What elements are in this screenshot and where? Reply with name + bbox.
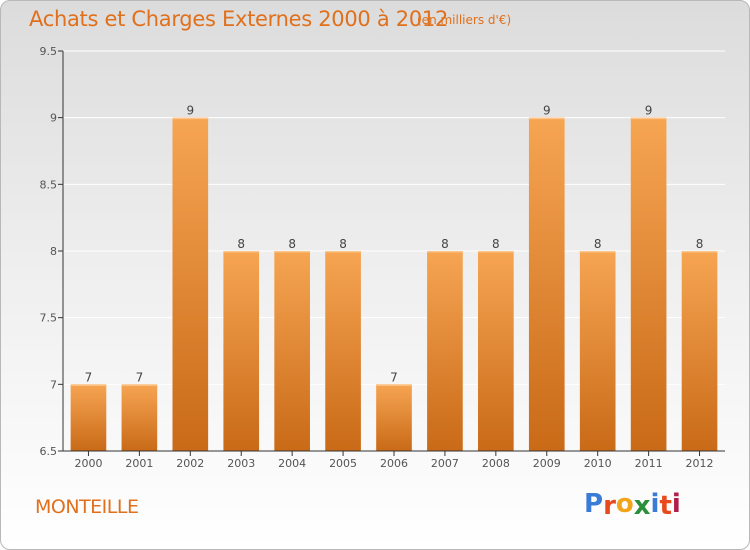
x-tick-label-2002: 2002 bbox=[176, 457, 204, 470]
data-label-2012: 8 bbox=[696, 237, 704, 251]
y-tick-label: 7.5 bbox=[40, 312, 58, 325]
bar-2000 bbox=[70, 384, 107, 451]
logo-letter: t bbox=[659, 491, 672, 521]
bar-2001 bbox=[121, 384, 158, 451]
bar-highlight bbox=[325, 251, 361, 253]
x-tick-label-2006: 2006 bbox=[380, 457, 408, 470]
data-label-2002: 9 bbox=[186, 104, 194, 118]
bar-highlight bbox=[630, 117, 667, 120]
x-tick-label-2003: 2003 bbox=[227, 457, 255, 470]
y-tick-label: 8 bbox=[50, 245, 57, 258]
data-label-2007: 8 bbox=[441, 237, 449, 251]
data-label-2009: 9 bbox=[543, 104, 551, 118]
data-label-2000: 7 bbox=[85, 370, 93, 384]
bar-2002 bbox=[172, 117, 209, 452]
x-tick-label-2011: 2011 bbox=[635, 457, 663, 470]
x-tick-label-2005: 2005 bbox=[329, 457, 357, 470]
data-label-2010: 8 bbox=[594, 237, 602, 251]
y-tick-label: 9.5 bbox=[40, 45, 58, 58]
bar-2009 bbox=[528, 117, 565, 452]
logo-letter: i bbox=[650, 489, 660, 519]
data-label-2008: 8 bbox=[492, 237, 500, 251]
logo-letter: P bbox=[584, 489, 604, 519]
bar-highlight bbox=[681, 251, 718, 253]
bar-2008 bbox=[478, 251, 514, 451]
chart-subtitle: (en milliers d'€) bbox=[417, 13, 512, 27]
bar-highlight bbox=[376, 384, 412, 386]
data-label-2001: 7 bbox=[136, 370, 144, 384]
chart-title: Achats et Charges Externes 2000 à 2012 bbox=[29, 7, 449, 31]
logo-letter: i bbox=[671, 489, 681, 519]
grid-lines bbox=[63, 50, 725, 385]
logo-letter: o bbox=[615, 489, 634, 519]
y-tick-label: 8.5 bbox=[40, 178, 58, 191]
data-label-2011: 9 bbox=[645, 104, 653, 118]
bar-highlight bbox=[478, 251, 514, 253]
bar-highlight bbox=[121, 384, 158, 386]
data-label-2004: 8 bbox=[288, 237, 296, 251]
bar-2010 bbox=[579, 251, 616, 451]
bar-highlight bbox=[427, 251, 463, 253]
x-tick-label-2000: 2000 bbox=[74, 457, 102, 470]
x-tick-label-2012: 2012 bbox=[686, 457, 714, 470]
bar-highlight bbox=[274, 251, 310, 253]
data-label-2006: 7 bbox=[390, 370, 398, 384]
bar-2007 bbox=[427, 251, 463, 451]
y-tick-label: 6.5 bbox=[40, 445, 58, 458]
bar-2011 bbox=[630, 117, 667, 452]
x-tick-label-2008: 2008 bbox=[482, 457, 510, 470]
data-labels: 7 7 9 8 8 8 7 8 8 9 8 9 8 bbox=[85, 104, 704, 385]
bars bbox=[70, 117, 718, 452]
logo-letter: x bbox=[633, 491, 651, 521]
bar-highlight bbox=[172, 117, 209, 120]
town-name: MONTEILLE bbox=[35, 496, 139, 518]
x-tick-label-2007: 2007 bbox=[431, 457, 459, 470]
y-tick-labels: 6.5 7 7.5 8 8.5 9 9.5 bbox=[40, 45, 63, 458]
bar-highlight bbox=[223, 251, 260, 253]
bar-highlight bbox=[579, 251, 616, 253]
x-tick-label-2010: 2010 bbox=[584, 457, 612, 470]
bar-2006 bbox=[376, 384, 412, 451]
bar-2003 bbox=[223, 251, 260, 451]
x-tick-labels: 2000 2001 2002 2003 2004 2005 2006 2007 2008 2009… bbox=[74, 451, 714, 470]
data-label-2003: 8 bbox=[237, 237, 245, 251]
y-tick-label: 9 bbox=[50, 112, 57, 125]
bar-2012 bbox=[681, 251, 718, 451]
x-tick-label-2001: 2001 bbox=[125, 457, 153, 470]
logo-letter: r bbox=[603, 491, 616, 521]
bar-2004 bbox=[274, 251, 310, 451]
bar-highlight bbox=[70, 384, 107, 386]
y-tick-label: 7 bbox=[50, 378, 57, 391]
proxiti-logo[interactable]: Proxiti bbox=[584, 489, 681, 521]
bar-2005 bbox=[325, 251, 361, 451]
bar-highlight bbox=[528, 117, 565, 120]
x-tick-label-2009: 2009 bbox=[533, 457, 561, 470]
x-tick-label-2004: 2004 bbox=[278, 457, 306, 470]
data-label-2005: 8 bbox=[339, 237, 347, 251]
